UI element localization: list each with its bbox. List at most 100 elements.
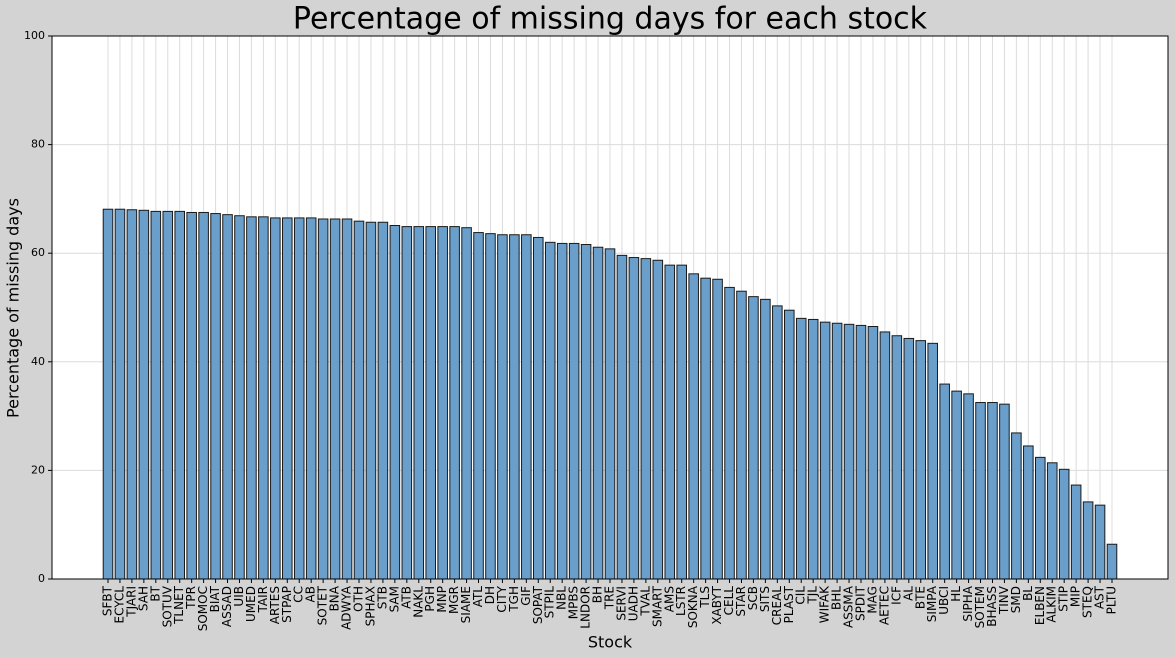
bar <box>616 254 628 580</box>
x-tick-label: SIPHA <box>961 585 975 621</box>
bar <box>162 210 174 580</box>
x-tick-label: SOMOC <box>196 586 210 631</box>
bar <box>1023 445 1034 580</box>
y-tick-label: 0 <box>38 572 45 585</box>
x-tick-label: TJARI <box>124 586 138 618</box>
bar <box>449 226 460 580</box>
x-tick-label: BL <box>1021 586 1035 601</box>
x-tick-label: STEQ <box>1081 586 1095 618</box>
x-tick-label: SOTET <box>316 585 330 625</box>
x-tick-label: SERVI <box>614 586 628 621</box>
x-tick-label: STAR <box>734 586 748 617</box>
x-tick-label: SMART <box>650 585 664 627</box>
x-tick-label: SIMPA <box>925 585 939 622</box>
x-tick-label: AMS <box>662 586 676 612</box>
x-tick-label: STPAP <box>280 586 294 623</box>
x-tick-label: CELL <box>722 586 736 616</box>
y-tick-label: 40 <box>31 355 45 368</box>
bar <box>282 217 293 580</box>
x-tick-label: SCB <box>746 586 760 610</box>
x-tick-label: MPBS <box>567 586 581 619</box>
x-tick-label: XABYT <box>710 585 724 624</box>
bar <box>126 209 138 580</box>
x-tick-label: UIB <box>232 586 246 607</box>
x-tick-label: TLNET <box>172 585 186 625</box>
y-tick-label: 100 <box>24 29 45 42</box>
x-tick-label: SIAME <box>459 586 473 623</box>
x-tick-label: AL <box>901 586 915 601</box>
bar <box>700 277 711 580</box>
x-tick-label: SAM <box>387 586 401 612</box>
x-tick-label: ARTES <box>268 586 282 624</box>
bar <box>807 318 819 580</box>
bar <box>437 226 448 580</box>
bar <box>652 259 664 580</box>
bar <box>784 309 795 580</box>
bar <box>999 403 1010 580</box>
x-tick-label: ASSAD <box>220 586 234 627</box>
bar <box>401 226 413 580</box>
x-tick-label: BNA <box>328 585 342 611</box>
bar <box>1082 501 1094 580</box>
bar <box>1046 462 1058 580</box>
bar <box>640 258 652 580</box>
bar <box>867 326 879 580</box>
bar <box>150 210 162 580</box>
bar <box>329 218 341 580</box>
bar <box>234 215 245 580</box>
x-tick-label: ADWYA <box>340 585 354 630</box>
bar <box>389 225 401 580</box>
bar <box>102 208 114 580</box>
y-tick-label: 20 <box>31 463 45 476</box>
x-tick-label: TJL <box>806 586 820 605</box>
bar <box>305 217 317 580</box>
bar <box>664 264 676 580</box>
y-tick-label: 60 <box>31 246 45 259</box>
bar <box>1070 484 1082 580</box>
x-tick-label: SOKNA <box>686 585 700 628</box>
x-tick-label: STB <box>375 586 389 609</box>
x-tick-label: DH <box>483 586 497 604</box>
bar <box>676 264 687 580</box>
bar <box>903 337 915 580</box>
x-tick-label: AB <box>304 586 318 602</box>
bar <box>951 390 962 580</box>
bar <box>258 216 269 580</box>
x-tick-label: STPIL <box>543 586 557 619</box>
bar <box>891 335 903 580</box>
bar <box>831 322 843 580</box>
bar <box>556 242 568 580</box>
bar <box>138 209 150 580</box>
bar <box>939 383 950 580</box>
x-tick-label: UBCI <box>937 586 951 615</box>
x-tick-label: ASSMA <box>842 585 856 628</box>
x-tick-label: ALKIM <box>1045 586 1059 623</box>
chart-title: Percentage of missing days for each stoc… <box>293 2 928 37</box>
x-tick-label: WIFAK <box>818 585 832 623</box>
x-tick-label: TVAL <box>638 586 652 617</box>
bar <box>544 241 556 580</box>
bar <box>425 226 436 580</box>
x-tick-label: CITY <box>495 585 509 612</box>
x-tick-label: CIL <box>794 586 808 605</box>
x-tick-label: SFBT <box>101 585 115 616</box>
bar <box>843 323 855 580</box>
x-tick-label: BH <box>591 586 605 603</box>
x-tick-label: HL <box>949 586 963 602</box>
bar <box>1058 468 1070 580</box>
x-tick-label: NBL <box>555 586 569 610</box>
x-tick-label: TLS <box>698 586 712 609</box>
x-tick-label: LSTR <box>674 586 688 616</box>
bar <box>293 217 305 580</box>
bar <box>1035 456 1046 580</box>
bar <box>521 234 532 580</box>
x-tick-label: ECYCL <box>112 586 126 624</box>
bar <box>198 211 209 580</box>
bar <box>736 290 747 580</box>
x-tick-label: PLTU <box>1105 586 1119 614</box>
bar <box>712 278 723 580</box>
bar <box>688 273 699 580</box>
x-tick-label: SPHAX <box>363 586 377 626</box>
bar <box>473 232 484 580</box>
